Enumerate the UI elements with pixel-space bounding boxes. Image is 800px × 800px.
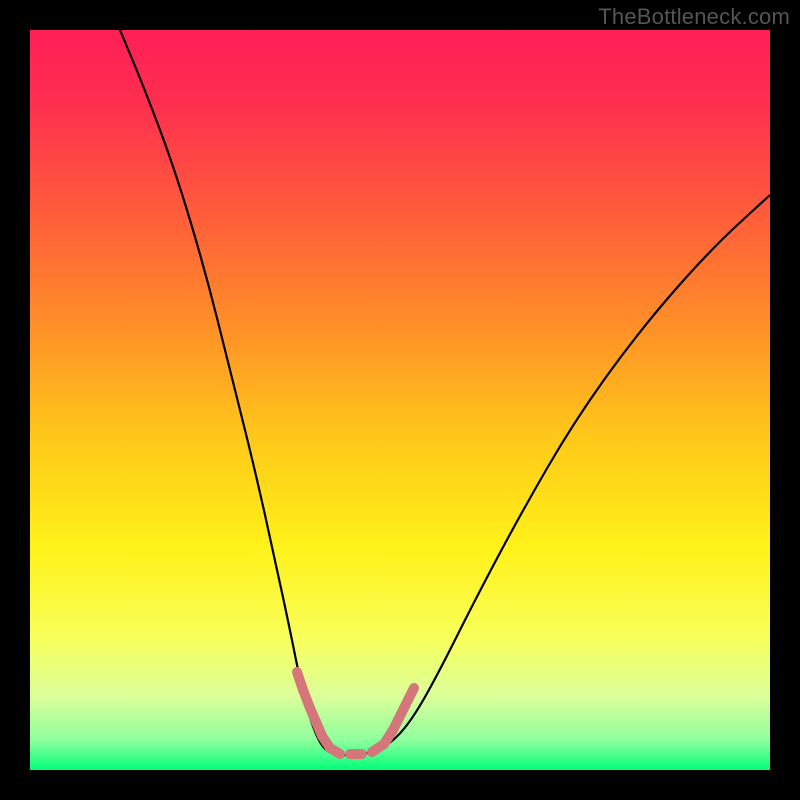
highlight-dash (408, 688, 414, 700)
chart-svg (0, 0, 800, 800)
chart-canvas: TheBottleneck.com (0, 0, 800, 800)
highlight-dash (330, 748, 340, 754)
plot-background (30, 30, 770, 770)
source-watermark: TheBottleneck.com (598, 4, 790, 30)
